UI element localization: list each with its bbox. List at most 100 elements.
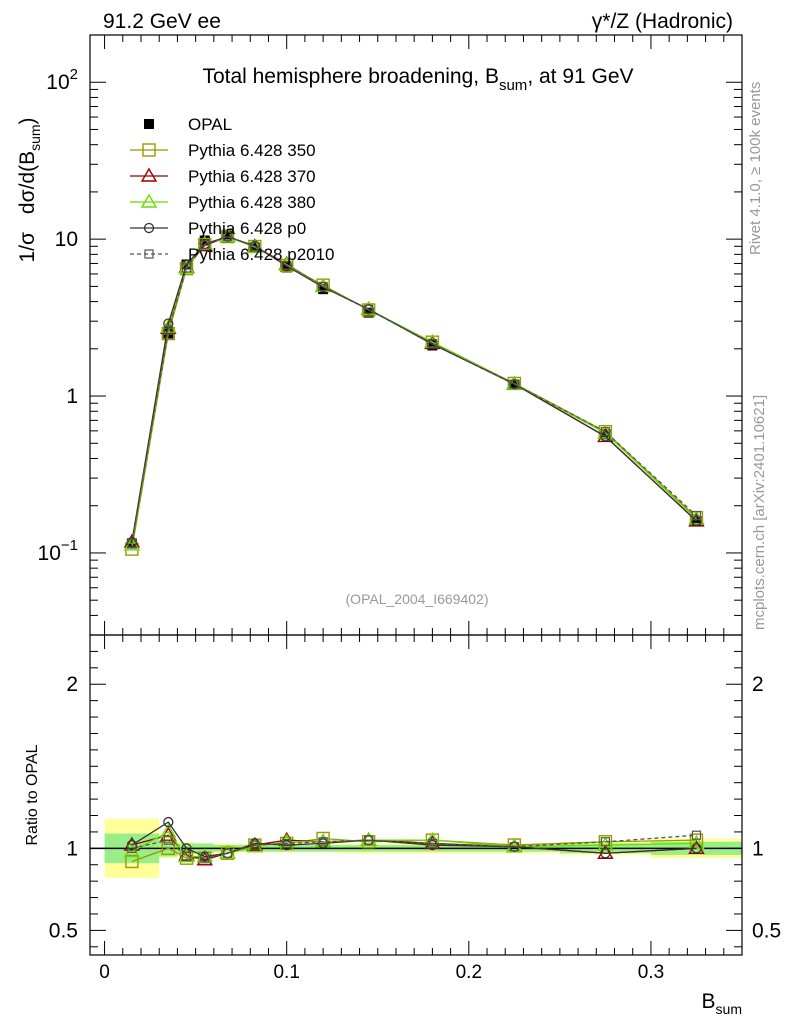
- legend-marker-1: [142, 143, 156, 157]
- x-tick-label: 0.2: [456, 962, 482, 983]
- series-line-1: [131, 235, 697, 543]
- analysis-watermark: (OPAL_2004_I669402): [346, 591, 489, 607]
- header-left: 91.2 GeV ee: [103, 10, 221, 33]
- legend-marker-4: [143, 222, 155, 234]
- series-point-0: [279, 258, 294, 273]
- series-line-4: [131, 235, 697, 544]
- frames: [89, 34, 743, 956]
- series-point-4: [200, 240, 210, 250]
- opal-data-point: [222, 229, 233, 240]
- y-tick-label-base: 10: [55, 228, 78, 251]
- x-axis-label-main: B: [702, 990, 716, 1013]
- chart-title-tail: , at 91 GeV: [527, 65, 633, 88]
- y-tick-label-exp: −1: [61, 537, 78, 554]
- ratio-tick-label-right: 1: [752, 837, 764, 860]
- legend-marker-3: [140, 193, 158, 208]
- legend-label-5: Pythia 6.428 p2010: [188, 245, 335, 264]
- legend-label-4: Pythia 6.428 p0: [188, 219, 306, 238]
- y-axis-label-prefix: 1/σ: [16, 232, 39, 263]
- x-axis-label: Bsum: [702, 990, 742, 1017]
- series-point-0: [179, 261, 194, 276]
- opal-data-point: [281, 262, 292, 273]
- opal-data-point: [427, 340, 438, 351]
- series-point-4: [250, 241, 260, 252]
- ratio-point-4: [222, 848, 233, 858]
- ratio-point-0: [125, 854, 139, 869]
- series-point-4: [427, 338, 437, 349]
- y-tick-label: 10−1: [38, 537, 78, 565]
- series-layer: [123, 228, 705, 869]
- series-line-0: [131, 235, 697, 550]
- y-tick-label-base: 1: [66, 385, 78, 408]
- ratio-point-4: [509, 842, 519, 852]
- legend-marker-2: [140, 167, 158, 182]
- y-tick-label-exp: 2: [70, 66, 78, 83]
- x-tick-label: 0.1: [273, 962, 299, 983]
- ratio-point-0: [689, 833, 704, 847]
- series-point-4: [364, 304, 374, 314]
- ratio-point-3: [600, 848, 611, 859]
- series-point-4: [181, 263, 192, 273]
- header-right: γ*/Z (Hadronic): [592, 10, 733, 33]
- legend: OPAL Pythia 6.428 350 Pythia 6.428 370 Pyth…: [130, 115, 335, 264]
- ratio-point-2: [160, 823, 177, 838]
- chart-title-main: Total hemisphere broadening, B: [202, 65, 499, 88]
- ratio-line-4: [131, 834, 697, 859]
- series-point-4: [318, 281, 328, 292]
- ratio-point-4: [127, 843, 137, 853]
- series-point-4: [222, 232, 233, 242]
- ratio-tick-label-left: 0.5: [49, 919, 78, 942]
- ratio-point-3: [691, 843, 702, 854]
- opal-data-point: [363, 307, 374, 318]
- ratio-point-4: [200, 853, 210, 863]
- chart-title-sub: sum: [499, 77, 527, 94]
- series-point-4: [600, 427, 611, 437]
- series-point-4: [691, 511, 702, 521]
- y-tick-label-base: 10: [46, 71, 69, 94]
- y-axis-label-main: dσ/d(B: [16, 151, 39, 214]
- ratio-point-4: [250, 840, 260, 850]
- ratio-point-4: [282, 838, 292, 849]
- series-point-4: [127, 538, 137, 549]
- series-line-3: [131, 235, 697, 543]
- ratio-point-4: [600, 837, 611, 847]
- y-tick-label: 10: [55, 228, 78, 251]
- ratio-tick-label-left: 1: [66, 837, 78, 860]
- x-axis-label-sub: sum: [716, 1001, 742, 1017]
- ratio-point-4: [318, 837, 328, 847]
- series-point-3: [691, 515, 702, 527]
- ratio-panel-frame: [89, 634, 743, 956]
- series-line-2: [131, 235, 697, 545]
- ratio-point-4: [364, 835, 374, 845]
- ratio-point-0: [161, 841, 176, 856]
- y-tick-label-base: 10: [38, 542, 61, 565]
- opal-data-point: [600, 429, 611, 440]
- ratio-tick-label-left: 2: [66, 673, 78, 696]
- chart-title: Total hemisphere broadening, Bsum, at 91…: [202, 65, 633, 94]
- y-axis-label: 1/σ dσ/d(Bsum): [16, 117, 43, 262]
- legend-label-0: OPAL: [188, 115, 232, 134]
- y-axis-label-tail: ): [16, 117, 39, 124]
- ratio-point-4: [427, 838, 437, 849]
- series-point-4: [282, 260, 292, 271]
- ratio-point-3: [163, 816, 174, 828]
- ratio-tick-label-right: 2: [752, 673, 764, 696]
- mcplots-label: mcplots.cern.ch [arXiv:2401.10621]: [751, 395, 768, 630]
- x-tick-label: 0: [99, 962, 110, 983]
- y-axis-label-sub: sum: [27, 124, 43, 150]
- legend-label-1: Pythia 6.428 350: [188, 141, 316, 160]
- y-tick-label: 102: [46, 66, 78, 94]
- legend-label-2: Pythia 6.428 370: [188, 167, 316, 186]
- ratio-point-4: [691, 830, 702, 840]
- ratio-tick-label-right: 0.5: [752, 919, 781, 942]
- ratio-point-4: [181, 851, 192, 862]
- legend-marker-5: [144, 249, 154, 259]
- series-point-4: [509, 379, 519, 389]
- series-point-0: [361, 303, 376, 317]
- series-point-3: [600, 431, 611, 442]
- y-tick-label: 1: [66, 385, 78, 408]
- x-tick-label: 0.3: [638, 962, 664, 983]
